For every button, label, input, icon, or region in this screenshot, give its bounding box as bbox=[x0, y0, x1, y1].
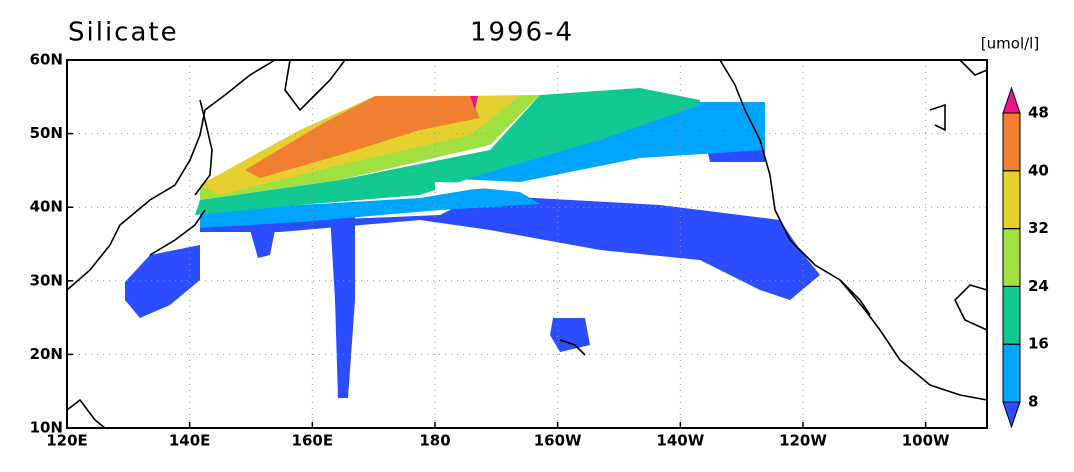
y-tick-label: 40N bbox=[30, 198, 63, 216]
coastline bbox=[559, 339, 586, 356]
y-tick-label: 20N bbox=[30, 345, 63, 363]
colorbar-swatch bbox=[1002, 401, 1021, 429]
y-tick-label: 30N bbox=[30, 271, 63, 289]
x-tick-label: 120E bbox=[46, 432, 88, 450]
colorbar-swatch bbox=[1002, 170, 1021, 230]
y-tick-label: 50N bbox=[30, 124, 63, 142]
colorbar-swatch bbox=[1002, 285, 1021, 345]
region bbox=[200, 188, 540, 228]
colorbar-swatch bbox=[1002, 86, 1021, 114]
gap bbox=[435, 162, 780, 200]
units: [umol/l] bbox=[981, 35, 1039, 53]
colorbar-label: 24 bbox=[1028, 277, 1049, 295]
colorbar-swatch bbox=[1002, 343, 1021, 403]
region bbox=[550, 318, 590, 352]
coastline bbox=[284, 59, 346, 112]
colorbar-label: 8 bbox=[1028, 393, 1038, 411]
coastlines bbox=[66, 59, 988, 429]
colorbar: 8 16 24 32 40 48 bbox=[1002, 86, 1049, 429]
coastline bbox=[929, 59, 988, 132]
region bbox=[245, 96, 480, 178]
colorbar-label: 40 bbox=[1028, 161, 1049, 179]
region bbox=[330, 215, 355, 398]
x-tick-label: 160W bbox=[534, 432, 582, 450]
x-tick-label: 120W bbox=[779, 432, 827, 450]
x-tick-label: 140E bbox=[169, 432, 211, 450]
region bbox=[125, 245, 200, 318]
date: 1996-4 bbox=[470, 18, 574, 48]
axes: 120E 140E 160E 180 160W 140W 120W 100W 10N 20N 30N… bbox=[30, 51, 950, 450]
y-tick-label: 10N bbox=[30, 419, 63, 437]
colorbar-swatch bbox=[1002, 228, 1021, 287]
coastline bbox=[839, 279, 988, 331]
colorbar-label: 32 bbox=[1028, 219, 1049, 237]
colorbar-label: 48 bbox=[1028, 104, 1049, 122]
coastline bbox=[719, 59, 988, 401]
map-frame bbox=[66, 59, 988, 429]
region bbox=[250, 230, 275, 258]
colorbar-label: 16 bbox=[1028, 335, 1049, 353]
silicate-field bbox=[125, 88, 820, 398]
region bbox=[195, 88, 700, 215]
title: Silicate bbox=[68, 18, 179, 48]
coastline bbox=[149, 99, 213, 256]
colorbar-swatch bbox=[1002, 112, 1021, 172]
x-tick-label: 100W bbox=[902, 432, 950, 450]
y-tick-label: 60N bbox=[30, 51, 63, 69]
region bbox=[470, 96, 478, 110]
x-tick-label: 180 bbox=[419, 432, 450, 450]
x-tick-label: 140W bbox=[656, 432, 704, 450]
x-tick-label: 160E bbox=[292, 432, 334, 450]
coastline bbox=[66, 398, 106, 429]
coastline bbox=[66, 59, 276, 291]
